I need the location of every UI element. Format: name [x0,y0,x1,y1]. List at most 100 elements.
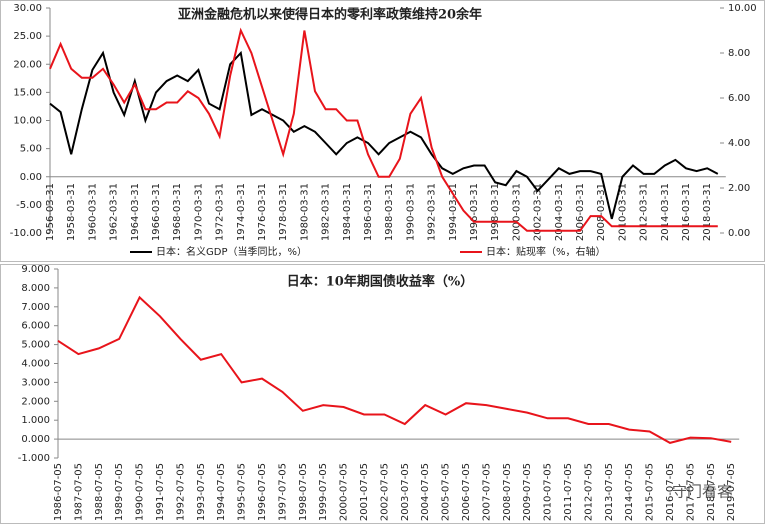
x-tick-label: 2002-07-05 [379,463,390,521]
x-tick-label: 2001-07-05 [359,463,370,521]
x-tick-label: 2000-03-31 [511,183,522,241]
x-tick-label: 1968-03-31 [172,183,183,241]
x-tick-label: 2008-07-05 [502,463,513,521]
legend-label: 日本：名义GDP（当季同比，%） [156,245,307,258]
y2-tick-label: 10.00 [728,3,757,14]
x-tick-label: 2004-03-31 [554,183,565,241]
x-tick-label: 2014-03-31 [660,183,671,241]
x-tick-label: 1962-03-31 [109,183,120,241]
x-tick-label: 1990-07-05 [135,463,146,521]
x-tick-label: 2008-03-31 [596,183,607,241]
y-tick-label: 2.000 [21,396,50,407]
x-tick-label: 1994-03-31 [448,183,459,241]
y-tick-label: 15.00 [13,87,42,98]
x-tick-label: 1999-07-05 [318,463,329,521]
x-tick-label: 1960-03-31 [87,183,98,241]
x-tick-label: 1998-07-05 [298,463,309,521]
y-tick-label: 4.000 [21,359,50,370]
y-tick-label: 7.000 [21,302,50,313]
y2-tick-label: 8.00 [728,48,750,59]
x-tick-label: 1988-03-31 [384,183,395,241]
y-tick-label: -1.000 [18,453,50,464]
legend-label: 日本：贴现率（%，右轴） [486,245,606,258]
x-tick-label: 2009-07-05 [522,463,533,521]
x-tick-label: 1995-07-05 [237,463,248,521]
x-tick-label: 2017-07-05 [685,463,696,521]
line-series [57,295,732,444]
y2-tick-label: 4.00 [728,138,750,149]
chart-title: 日本：10年期国债收益率（%） [287,274,473,290]
x-tick-label: 1966-03-31 [151,183,162,241]
y-tick-label: 5.000 [21,340,50,351]
x-tick-label: 2018-07-05 [706,463,717,521]
x-tick-label: 2005-07-05 [441,463,452,521]
x-tick-label: 1996-07-05 [257,463,268,521]
x-tick-label: 2002-03-31 [533,183,544,241]
y2-tick-label: 6.00 [728,93,750,104]
x-tick-label: 2016-03-31 [681,183,692,241]
x-tick-label: 1997-07-05 [277,463,288,521]
x-tick-label: 2011-07-05 [563,463,574,521]
y-tick-label: 3.000 [21,377,50,388]
x-tick-label: 2012-07-05 [583,463,594,521]
x-tick-label: 1970-03-31 [193,183,204,241]
y-tick-label: 9.000 [21,264,50,275]
y-tick-label: 10.00 [13,116,42,127]
y-tick-label: 30.00 [13,3,42,14]
x-tick-label: 1984-03-31 [342,183,353,241]
x-tick-label: 2010-07-05 [543,463,554,521]
x-tick-label: 1956-03-31 [45,183,56,241]
x-tick-label: 1993-07-05 [196,463,207,521]
y-tick-label: 25.00 [13,31,42,42]
x-tick-label: 2015-07-05 [645,463,656,521]
x-tick-label: 1986-07-05 [53,463,64,521]
x-tick-label: 2016-07-05 [665,463,676,521]
x-tick-label: 1989-07-05 [114,463,125,521]
x-tick-label: 1992-07-05 [175,463,186,521]
y-tick-label: 8.000 [21,283,50,294]
x-tick-label: 2013-07-05 [604,463,615,521]
watermark: 守门看客 [672,483,732,501]
x-tick-label: 2018-03-31 [702,183,713,241]
x-tick-label: 1986-03-31 [363,183,374,241]
x-tick-label: 1996-03-31 [469,183,480,241]
x-tick-label: 2012-03-31 [639,183,650,241]
x-tick-label: 1976-03-31 [257,183,268,241]
x-tick-label: 1982-03-31 [321,183,332,241]
x-tick-label: 2019-07-05 [726,463,737,521]
y2-tick-label: 0.00 [728,228,750,239]
x-tick-label: 2006-03-31 [575,183,586,241]
y-tick-label: -5.00 [16,200,42,211]
x-tick-label: 2003-07-05 [400,463,411,521]
x-tick-label: 2010-03-31 [617,183,628,241]
x-tick-label: 1994-07-05 [216,463,227,521]
x-tick-label: 2004-07-05 [420,463,431,521]
x-tick-label: 1958-03-31 [66,183,77,241]
y-tick-label: 5.00 [20,144,42,155]
y-tick-label: 6.000 [21,321,50,332]
y-tick-label: -10.00 [10,228,42,239]
chart-title: 亚洲金融危机以来使得日本的零利率政策维持20余年 [178,7,482,23]
x-tick-label: 2006-07-05 [461,463,472,521]
y-tick-label: 20.00 [13,59,42,70]
x-tick-label: 1990-03-31 [405,183,416,241]
x-tick-label: 2014-07-05 [624,463,635,521]
x-tick-label: 1974-03-31 [236,183,247,241]
x-tick-label: 1964-03-31 [130,183,141,241]
x-tick-label: 1988-07-05 [94,463,105,521]
x-tick-label: 1972-03-31 [215,183,226,241]
y2-tick-label: 2.00 [728,183,750,194]
x-tick-label: 1980-03-31 [299,183,310,241]
y-tick-label: 0.000 [21,434,50,445]
x-tick-label: 1978-03-31 [278,183,289,241]
x-tick-label: 1992-03-31 [427,183,438,241]
y-tick-label: 0.00 [20,172,42,183]
x-tick-label: 1987-07-05 [73,463,84,521]
x-tick-label: 1991-07-05 [155,463,166,521]
y-tick-label: 1.000 [21,415,50,426]
line-series [49,27,718,232]
x-tick-label: 1998-03-31 [490,183,501,241]
x-tick-label: 2000-07-05 [339,463,350,521]
line-series [49,50,719,220]
